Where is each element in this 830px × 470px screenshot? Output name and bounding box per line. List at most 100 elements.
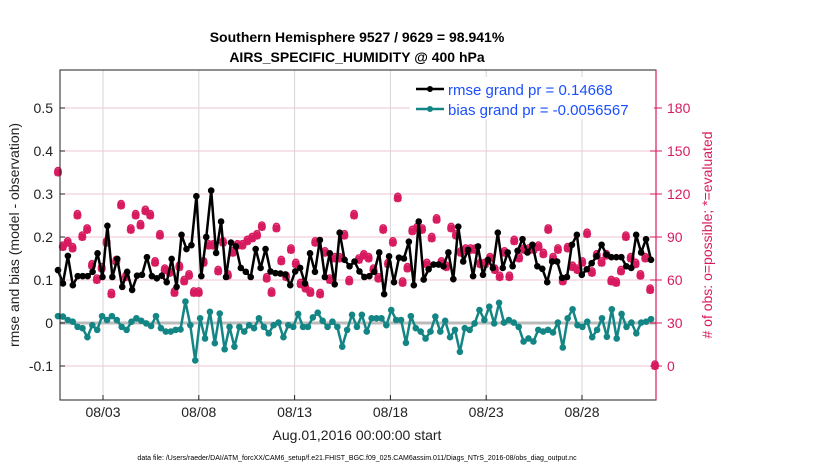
bias-point bbox=[500, 319, 508, 326]
obs-evaluated-marker bbox=[189, 288, 198, 297]
obs-evaluated-marker bbox=[534, 243, 543, 252]
bias-point bbox=[608, 305, 616, 313]
obs-evaluated-marker bbox=[54, 168, 62, 177]
obs-evaluated-marker bbox=[253, 231, 261, 240]
bias-point bbox=[236, 323, 243, 331]
rmse-point bbox=[356, 268, 363, 275]
y-right-tick-label: 90 bbox=[667, 229, 683, 245]
rmse-point bbox=[499, 264, 507, 272]
y-right-tick-label: 30 bbox=[667, 315, 683, 331]
obs-evaluated-marker bbox=[291, 260, 300, 269]
bias-point bbox=[201, 335, 209, 342]
y-axis-label: rmse and bias (model - observation) bbox=[6, 123, 22, 347]
obs-evaluated-marker bbox=[345, 277, 354, 286]
bias-point bbox=[299, 323, 307, 331]
bias-point bbox=[549, 329, 557, 336]
bias-point bbox=[118, 323, 126, 331]
rmse-point bbox=[252, 245, 259, 253]
bias-point bbox=[138, 317, 145, 325]
obs-evaluated-marker bbox=[481, 260, 490, 269]
obs-evaluated-marker bbox=[427, 234, 436, 243]
rmse-point bbox=[380, 290, 388, 298]
bias-point bbox=[191, 357, 199, 364]
rmse-point bbox=[642, 235, 650, 243]
rmse-point bbox=[450, 275, 457, 283]
obs-evaluated-marker bbox=[87, 261, 96, 270]
x-tick-label: 08/08 bbox=[181, 404, 216, 420]
y-tick-label: 0.2 bbox=[34, 229, 54, 245]
bias-point bbox=[211, 339, 219, 347]
rmse-point bbox=[464, 246, 472, 254]
bias-point bbox=[544, 326, 552, 334]
bias-line bbox=[57, 300, 652, 362]
bias-point bbox=[407, 312, 415, 320]
obs-evaluated-marker bbox=[214, 267, 223, 276]
bias-point bbox=[324, 323, 331, 331]
rmse-point bbox=[207, 187, 215, 194]
obs-evaluated-marker bbox=[452, 231, 460, 240]
bias-point bbox=[436, 328, 444, 335]
obs-evaluated-marker bbox=[141, 207, 150, 216]
bias-point bbox=[588, 333, 596, 341]
obs-evaluated-marker bbox=[350, 211, 359, 220]
bias-point bbox=[329, 318, 336, 326]
rmse-point bbox=[603, 251, 610, 258]
rmse-point bbox=[405, 238, 413, 246]
bias-point bbox=[383, 321, 390, 329]
bias-point bbox=[157, 324, 165, 332]
obs-evaluated-marker bbox=[248, 234, 257, 243]
obs-evaluated-marker bbox=[510, 237, 519, 246]
rmse-point bbox=[306, 250, 314, 257]
obs-evaluated-marker bbox=[583, 230, 592, 239]
rmse-point bbox=[311, 268, 319, 276]
rmse-point bbox=[301, 280, 309, 287]
rmse-point bbox=[286, 281, 294, 289]
obs-evaluated-marker bbox=[364, 254, 373, 263]
bias-point bbox=[598, 314, 606, 322]
obs-evaluated-marker bbox=[238, 241, 247, 250]
rmse-point bbox=[232, 243, 240, 250]
y-right-tick-label: 120 bbox=[667, 186, 691, 202]
bias-point bbox=[554, 319, 562, 326]
rmse-point bbox=[410, 281, 418, 289]
obs-evaluated-marker bbox=[573, 265, 582, 274]
rmse-point bbox=[202, 233, 210, 241]
bias-point bbox=[353, 323, 361, 331]
obs-evaluated-marker bbox=[418, 225, 427, 234]
rmse-point bbox=[188, 241, 195, 249]
obs-evaluated-marker bbox=[403, 264, 412, 273]
y-axis-right-label: # of obs: o=possible; *=evaluated bbox=[699, 131, 715, 338]
obs-evaluated-marker bbox=[568, 263, 577, 272]
legend-box bbox=[410, 77, 654, 119]
rmse-point bbox=[291, 268, 299, 275]
x-tick-label: 08/23 bbox=[469, 404, 504, 420]
plot-marks bbox=[54, 166, 659, 370]
bias-point bbox=[103, 316, 111, 324]
grid bbox=[60, 70, 656, 400]
obs-evaluated-marker bbox=[63, 238, 72, 247]
obs-evaluated-marker bbox=[277, 257, 286, 266]
obs-evaluated-marker bbox=[185, 271, 194, 280]
obs-evaluated-marker bbox=[340, 231, 349, 240]
bias-point bbox=[417, 328, 424, 335]
obs-evaluated-marker bbox=[388, 238, 397, 247]
rmse-point bbox=[459, 258, 467, 265]
rmse-point bbox=[173, 283, 180, 291]
rmse-point bbox=[395, 254, 403, 261]
rmse-point bbox=[558, 274, 566, 282]
obs-evaluated-marker bbox=[519, 245, 528, 254]
y-tick-label: 0.5 bbox=[34, 100, 54, 116]
rmse-point bbox=[538, 265, 546, 273]
legend-bias-label: bias grand pr = -0.0056567 bbox=[448, 102, 629, 119]
bias-point bbox=[368, 314, 375, 322]
legend: rmse grand pr = 0.14668 bias grand pr = … bbox=[410, 77, 654, 119]
rmse-point bbox=[222, 273, 230, 281]
rmse-point bbox=[153, 274, 161, 282]
x-tick-label: 08/18 bbox=[373, 404, 408, 420]
obs-evaluated-marker bbox=[447, 224, 456, 233]
rmse-point bbox=[212, 249, 220, 257]
rmse-point bbox=[627, 264, 635, 272]
x-axis-label: Aug.01,2016 00:00:00 start bbox=[273, 427, 442, 443]
rmse-point bbox=[445, 249, 452, 256]
